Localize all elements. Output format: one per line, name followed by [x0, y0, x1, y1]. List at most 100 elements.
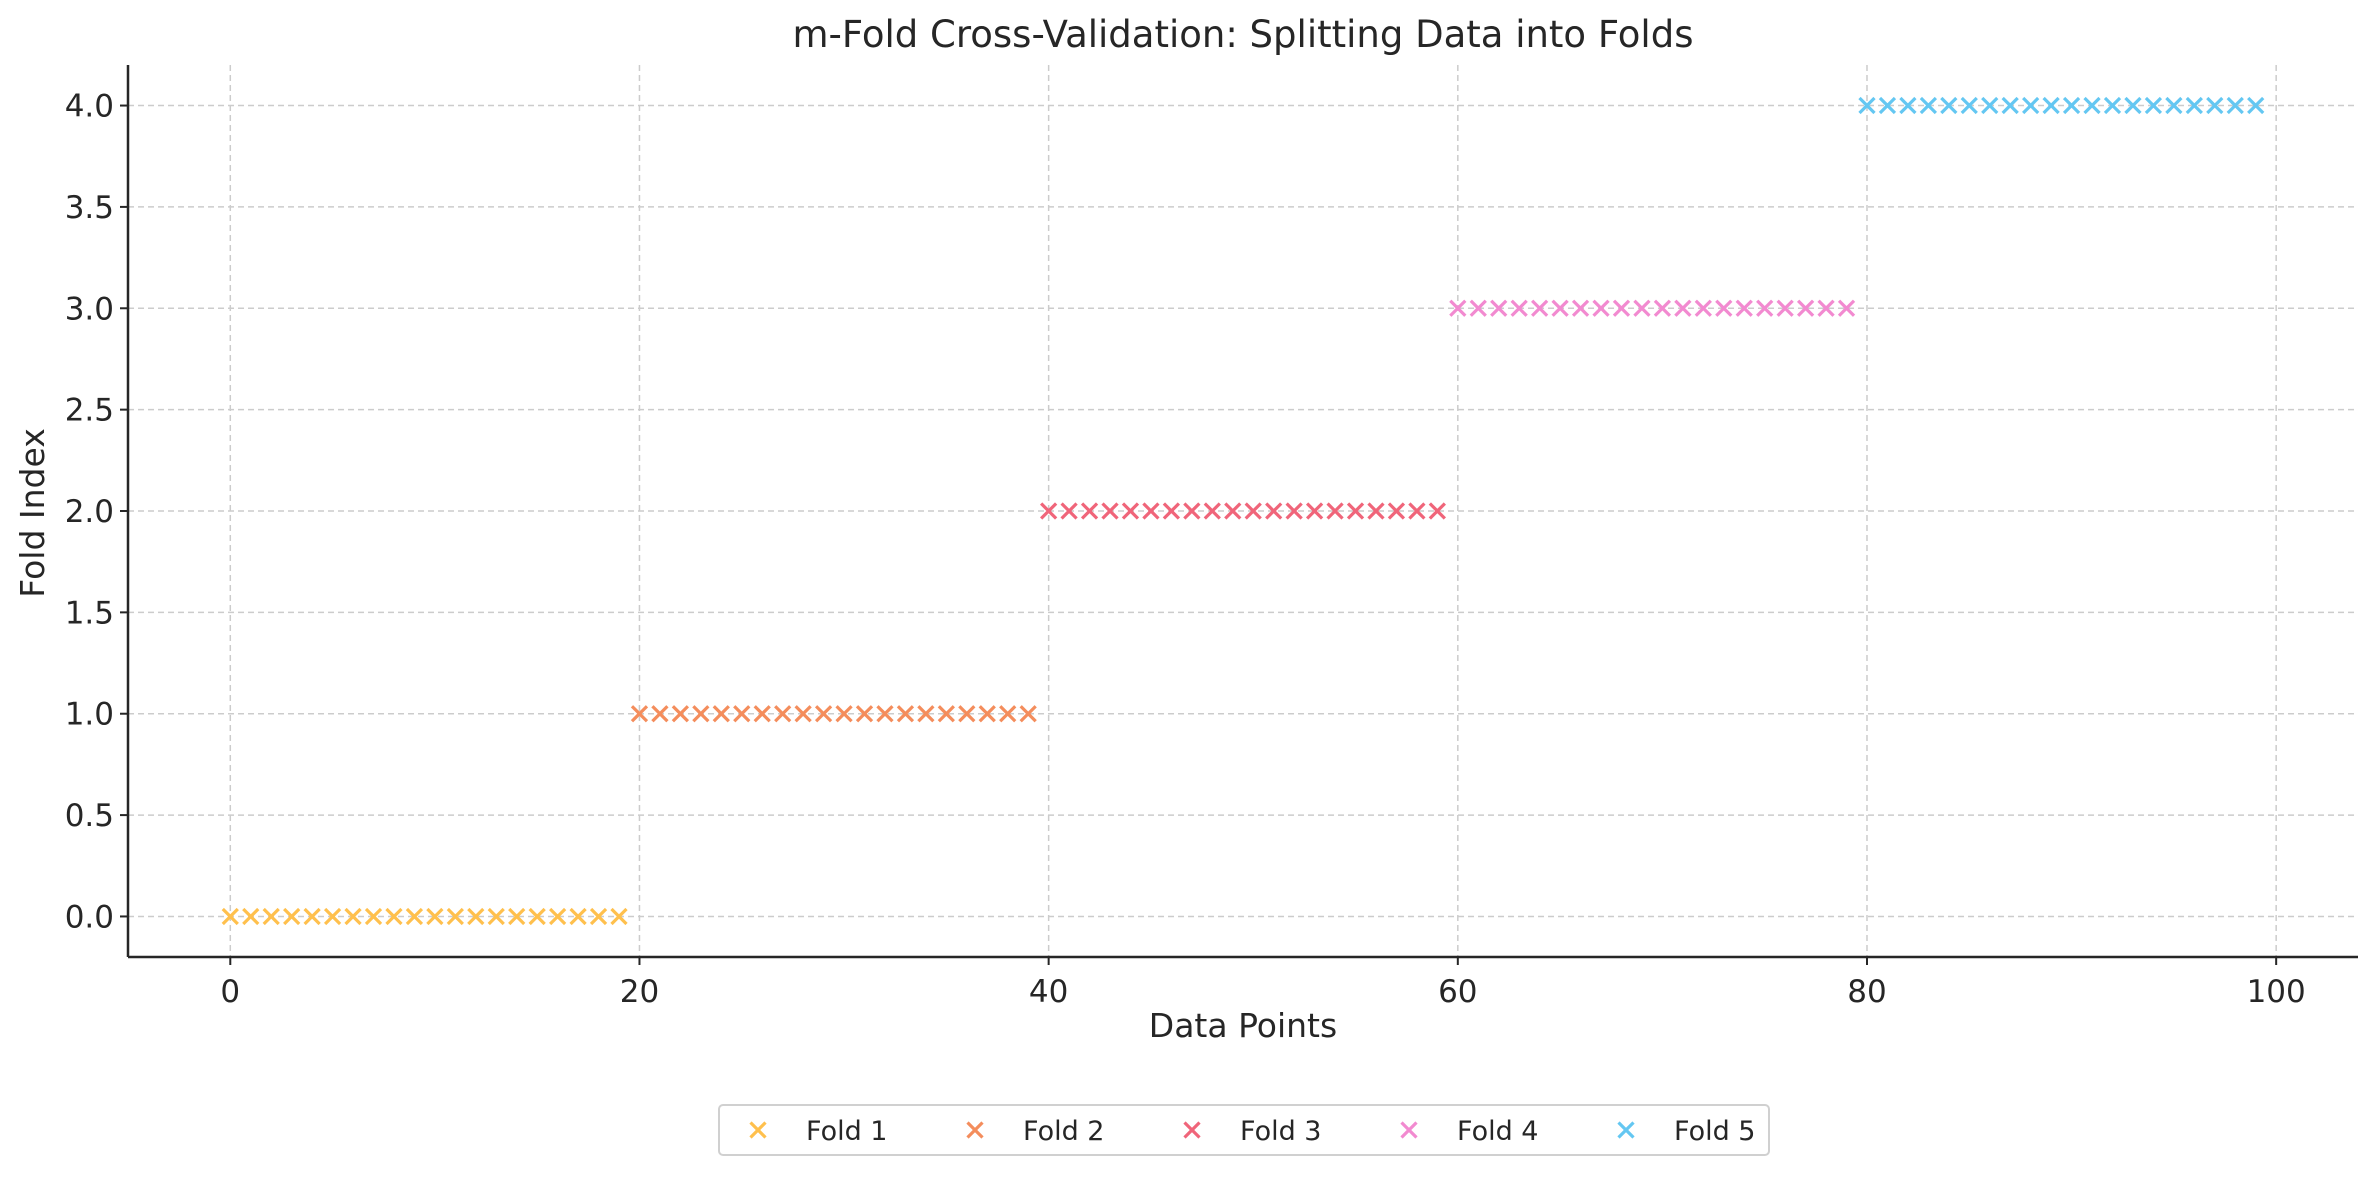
data-point: [876, 705, 894, 723]
data-point: [712, 705, 730, 723]
data-point: [262, 907, 280, 926]
data-point: [1510, 299, 1528, 317]
y-tick-label: 3.5: [65, 190, 114, 226]
data-point: [999, 705, 1017, 723]
y-tick-label: 3.0: [65, 291, 114, 327]
data-point: [1040, 502, 1058, 520]
x-tick-label: 80: [1847, 974, 1886, 1010]
data-point: [1387, 502, 1406, 520]
data-point: [2103, 96, 2122, 115]
series-fold-4: [1449, 299, 1856, 317]
data-point: [1694, 299, 1712, 317]
data-point: [2062, 96, 2081, 115]
data-point: [733, 705, 751, 723]
data-point: [978, 705, 996, 723]
data-point: [569, 907, 587, 926]
data-point: [1756, 299, 1774, 317]
data-point: [1285, 502, 1303, 520]
x-tick-label: 20: [620, 974, 659, 1010]
data-point: [446, 907, 464, 926]
data-point: [405, 907, 424, 926]
data-point: [1142, 502, 1160, 520]
data-point: [1428, 502, 1446, 520]
legend-label-fold-4: Fold 4: [1457, 1116, 1539, 1147]
data-point: [855, 705, 874, 723]
legend-items: Fold 1 Fold 2 Fold 3 Fold 4 Fold 5: [749, 1116, 1756, 1147]
data-point: [1244, 502, 1262, 520]
x-tick-label: 60: [1438, 974, 1477, 1010]
y-tick-label: 1.0: [65, 697, 114, 733]
data-point: [610, 907, 628, 926]
data-point: [1469, 299, 1487, 317]
data-point: [1305, 502, 1324, 520]
data-point: [937, 705, 955, 723]
data-point: [2144, 96, 2163, 115]
data-point: [1101, 502, 1119, 520]
data-point: [1919, 96, 1937, 115]
y-tick-label: 0.5: [65, 798, 114, 834]
data-point: [958, 705, 976, 723]
data-point: [1183, 502, 1201, 520]
data-point: [814, 705, 833, 723]
data-point: [487, 907, 505, 926]
data-point: [1899, 96, 1917, 115]
data-point: [1776, 299, 1794, 317]
data-point: [1858, 96, 1876, 115]
data-point: [221, 907, 239, 926]
series-fold-2: [630, 705, 1037, 723]
legend-marker-fold-5: [1617, 1121, 1635, 1139]
data-point: [774, 705, 792, 723]
x-tick-label: 40: [1029, 974, 1068, 1010]
series-fold-5: [1858, 96, 2265, 115]
data-point: [2226, 96, 2244, 115]
x-axis-title: Data Points: [1149, 1006, 1337, 1045]
data-point: [1367, 502, 1385, 520]
data-point: [1796, 299, 1815, 317]
chart-title: m-Fold Cross-Validation: Splitting Data …: [793, 13, 1694, 56]
data-point: [1715, 299, 1733, 317]
y-tick-label: 1.5: [65, 595, 114, 631]
data-point: [2001, 96, 2019, 115]
legend: Fold 1 Fold 2 Fold 3 Fold 4 Fold 5: [718, 1104, 1770, 1156]
y-tick-label: 2.5: [65, 393, 114, 429]
data-point: [242, 907, 260, 926]
data-point: [1019, 705, 1037, 723]
data-point: [1837, 299, 1856, 317]
y-tick-label: 0.0: [65, 899, 114, 935]
legend-box: [718, 1104, 1770, 1156]
data-point: [2042, 96, 2060, 115]
data-point: [692, 705, 710, 723]
data-point: [896, 705, 915, 723]
data-point: [1490, 299, 1508, 317]
data-point: [1817, 299, 1835, 317]
data-point: [651, 705, 669, 723]
series-fold-1: [221, 907, 628, 926]
data-point: [1674, 299, 1692, 317]
data-point: [2022, 96, 2040, 115]
data-point: [1449, 299, 1467, 317]
data-point: [794, 705, 812, 723]
y-tick-label: 4.0: [65, 89, 114, 125]
data-point: [2083, 96, 2101, 115]
legend-label-fold-3: Fold 3: [1240, 1116, 1322, 1147]
data-points: [221, 96, 2265, 926]
data-point: [1121, 502, 1140, 520]
x-tick-label: 0: [220, 974, 240, 1010]
data-point: [2206, 96, 2224, 115]
data-point: [2124, 96, 2142, 115]
data-point: [1878, 96, 1897, 115]
data-point: [528, 907, 546, 926]
data-point: [1612, 299, 1631, 317]
data-point: [1060, 502, 1078, 520]
data-point: [589, 907, 608, 926]
data-point: [1224, 502, 1242, 520]
legend-marker-fold-4: [1400, 1121, 1418, 1139]
data-point: [835, 705, 853, 723]
legend-marker-fold-2: [966, 1121, 984, 1139]
data-point: [753, 705, 771, 723]
data-point: [1633, 299, 1651, 317]
data-point: [1162, 502, 1181, 520]
data-point: [1940, 96, 1958, 115]
